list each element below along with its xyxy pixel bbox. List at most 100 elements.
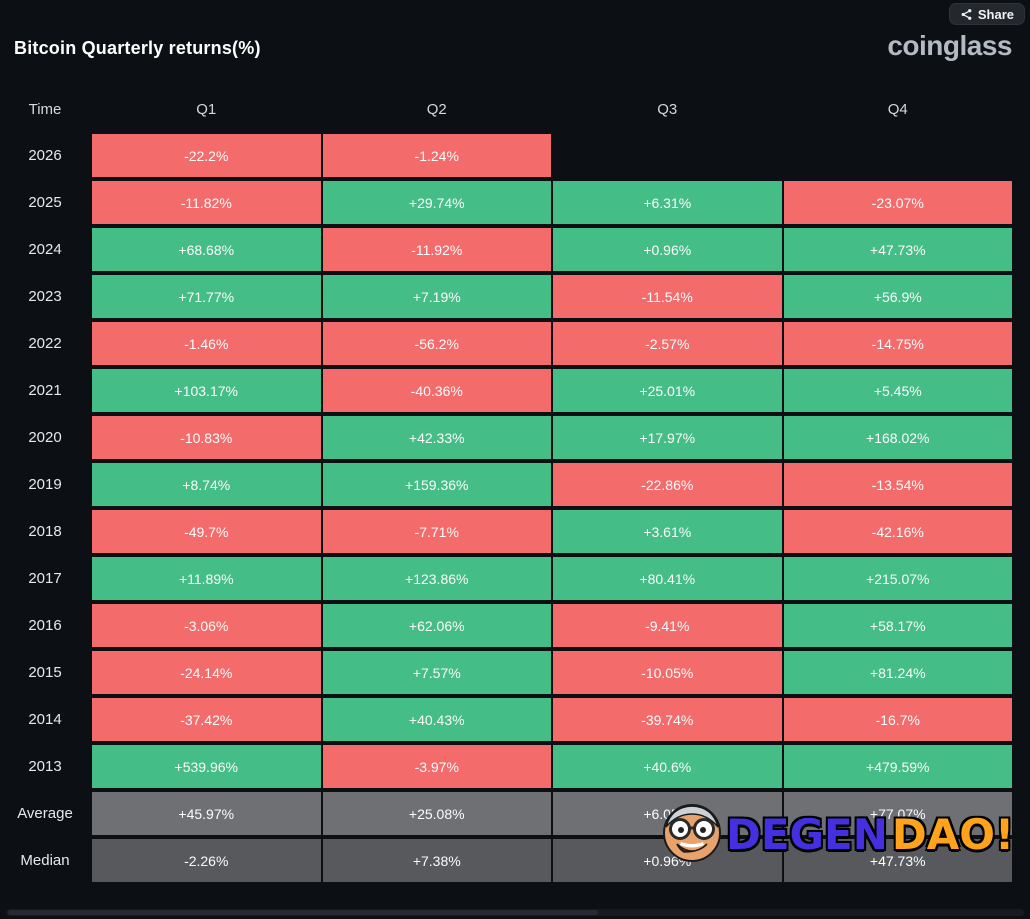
return-cell: -40.36% — [322, 369, 551, 412]
return-cell: +80.41% — [553, 557, 782, 600]
table-row: 2015 -24.14% +7.57% -10.05% +81.24% — [0, 651, 1012, 694]
return-cell: +7.19% — [322, 275, 551, 318]
return-cell: +56.9% — [783, 275, 1012, 318]
row-label: Median — [20, 852, 70, 869]
row-label: 2014 — [28, 711, 62, 728]
table-row: 2017 +11.89% +123.86% +80.41% +215.07% — [0, 557, 1012, 600]
row-label: 2016 — [28, 617, 62, 634]
return-cell: +42.33% — [322, 416, 551, 459]
table-row: 2018 -49.7% -7.71% +3.61% -42.16% — [0, 510, 1012, 553]
return-cell: -1.46% — [92, 322, 321, 365]
return-cell: -22.86% — [553, 463, 782, 506]
return-cell: +47.73% — [783, 228, 1012, 271]
return-cell: +539.96% — [92, 745, 321, 788]
table-row: 2014 -37.42% +40.43% -39.74% -16.7% — [0, 698, 1012, 741]
table-row: 2019 +8.74% +159.36% -22.86% -13.54% — [0, 463, 1012, 506]
table-row: 2025 -11.82% +29.74% +6.31% -23.07% — [0, 181, 1012, 224]
return-cell: -11.82% — [92, 181, 321, 224]
return-cell: +40.6% — [553, 745, 782, 788]
return-cell: +215.07% — [783, 557, 1012, 600]
return-cell: +159.36% — [322, 463, 551, 506]
return-cell — [784, 134, 1013, 177]
row-label: 2019 — [28, 476, 62, 493]
return-cell: -11.54% — [553, 275, 782, 318]
return-cell: -2.57% — [553, 322, 782, 365]
return-cell: +6.31% — [553, 181, 782, 224]
return-cell: -10.83% — [92, 416, 321, 459]
return-cell: -1.24% — [322, 134, 551, 177]
return-cell: -3.97% — [322, 745, 551, 788]
page-title: Bitcoin Quarterly returns(%) — [14, 38, 261, 58]
return-cell: +40.43% — [322, 698, 551, 741]
return-cell — [553, 134, 782, 177]
column-header: Q3 — [657, 100, 678, 118]
return-cell: +17.97% — [553, 416, 782, 459]
return-cell: +45.97% — [92, 792, 321, 835]
return-cell: -24.14% — [92, 651, 321, 694]
return-cell: -16.7% — [783, 698, 1012, 741]
return-cell: +5.45% — [783, 369, 1012, 412]
return-cell: -9.41% — [553, 604, 782, 647]
table-row: 2016 -3.06% +62.06% -9.41% +58.17% — [0, 604, 1012, 647]
table-row: 2020 -10.83% +42.33% +17.97% +168.02% — [0, 416, 1012, 459]
return-cell: +68.68% — [92, 228, 321, 271]
row-label: 2013 — [28, 758, 62, 775]
return-cell: -13.54% — [783, 463, 1012, 506]
row-label: 2018 — [28, 523, 62, 540]
table-row: 2022 -1.46% -56.2% -2.57% -14.75% — [0, 322, 1012, 365]
return-cell: -2.26% — [92, 839, 321, 882]
return-cell: +58.17% — [783, 604, 1012, 647]
row-label: 2020 — [28, 429, 62, 446]
return-cell: +47.73% — [783, 839, 1012, 882]
scrollbar-thumb[interactable] — [8, 910, 599, 915]
return-cell: -10.05% — [553, 651, 782, 694]
column-header: Q4 — [887, 100, 908, 118]
row-label: Average — [17, 805, 73, 822]
return-cell: +123.86% — [322, 557, 551, 600]
return-cell: -7.71% — [322, 510, 551, 553]
row-label: 2023 — [28, 288, 62, 305]
row-label: 2022 — [28, 335, 62, 352]
row-label: 2017 — [28, 570, 62, 587]
return-cell: +0.96% — [553, 228, 782, 271]
row-label: 2025 — [28, 194, 62, 211]
return-cell: +81.24% — [783, 651, 1012, 694]
return-cell: +168.02% — [783, 416, 1012, 459]
return-cell: +71.77% — [92, 275, 321, 318]
row-label: 2015 — [28, 664, 62, 681]
row-label: 2021 — [28, 382, 62, 399]
return-cell: -23.07% — [783, 181, 1012, 224]
table-row: 2026 -22.2% -1.24% — [0, 134, 1012, 177]
returns-table: Time Q1 Q2 Q3 Q4 2026 -22.2% -1.24% 2025 -11.82% +… — [0, 96, 1012, 886]
return-cell: +77.07% — [783, 792, 1012, 835]
return-cell: +25.08% — [322, 792, 551, 835]
return-cell: +11.89% — [92, 557, 321, 600]
watermark-text-secondary: DAO! — [891, 809, 1015, 859]
return-cell: -37.42% — [92, 698, 321, 741]
row-label: 2024 — [28, 241, 62, 258]
share-icon — [960, 8, 973, 21]
watermark-sticker: DEGEN DAO! — [660, 800, 1014, 869]
return-cell: -49.7% — [92, 510, 321, 553]
return-cell: -11.92% — [322, 228, 551, 271]
return-cell: +479.59% — [783, 745, 1012, 788]
return-cell: +103.17% — [92, 369, 321, 412]
degen-face-icon — [660, 800, 724, 869]
return-cell: -3.06% — [92, 604, 321, 647]
watermark-text-primary: DEGEN — [726, 809, 888, 859]
return-cell: -42.16% — [783, 510, 1012, 553]
table-row: 2024 +68.68% -11.92% +0.96% +47.73% — [0, 228, 1012, 271]
return-cell: +62.06% — [322, 604, 551, 647]
return-cell: +3.61% — [553, 510, 782, 553]
return-cell: +29.74% — [322, 181, 551, 224]
column-header: Q1 — [196, 100, 217, 118]
share-button[interactable]: Share — [948, 3, 1025, 25]
horizontal-scrollbar[interactable] — [6, 909, 1024, 916]
table-row: 2021 +103.17% -40.36% +25.01% +5.45% — [0, 369, 1012, 412]
table-row: Median -2.26% +7.38% +0.96% +47.73% — [0, 839, 1012, 882]
coinglass-logo[interactable]: coinglass — [887, 30, 1012, 61]
table-row: 2013 +539.96% -3.97% +40.6% +479.59% — [0, 745, 1012, 788]
return-cell: +8.74% — [92, 463, 321, 506]
row-label: 2026 — [28, 147, 62, 164]
table-row: 2023 +71.77% +7.19% -11.54% +56.9% — [0, 275, 1012, 318]
